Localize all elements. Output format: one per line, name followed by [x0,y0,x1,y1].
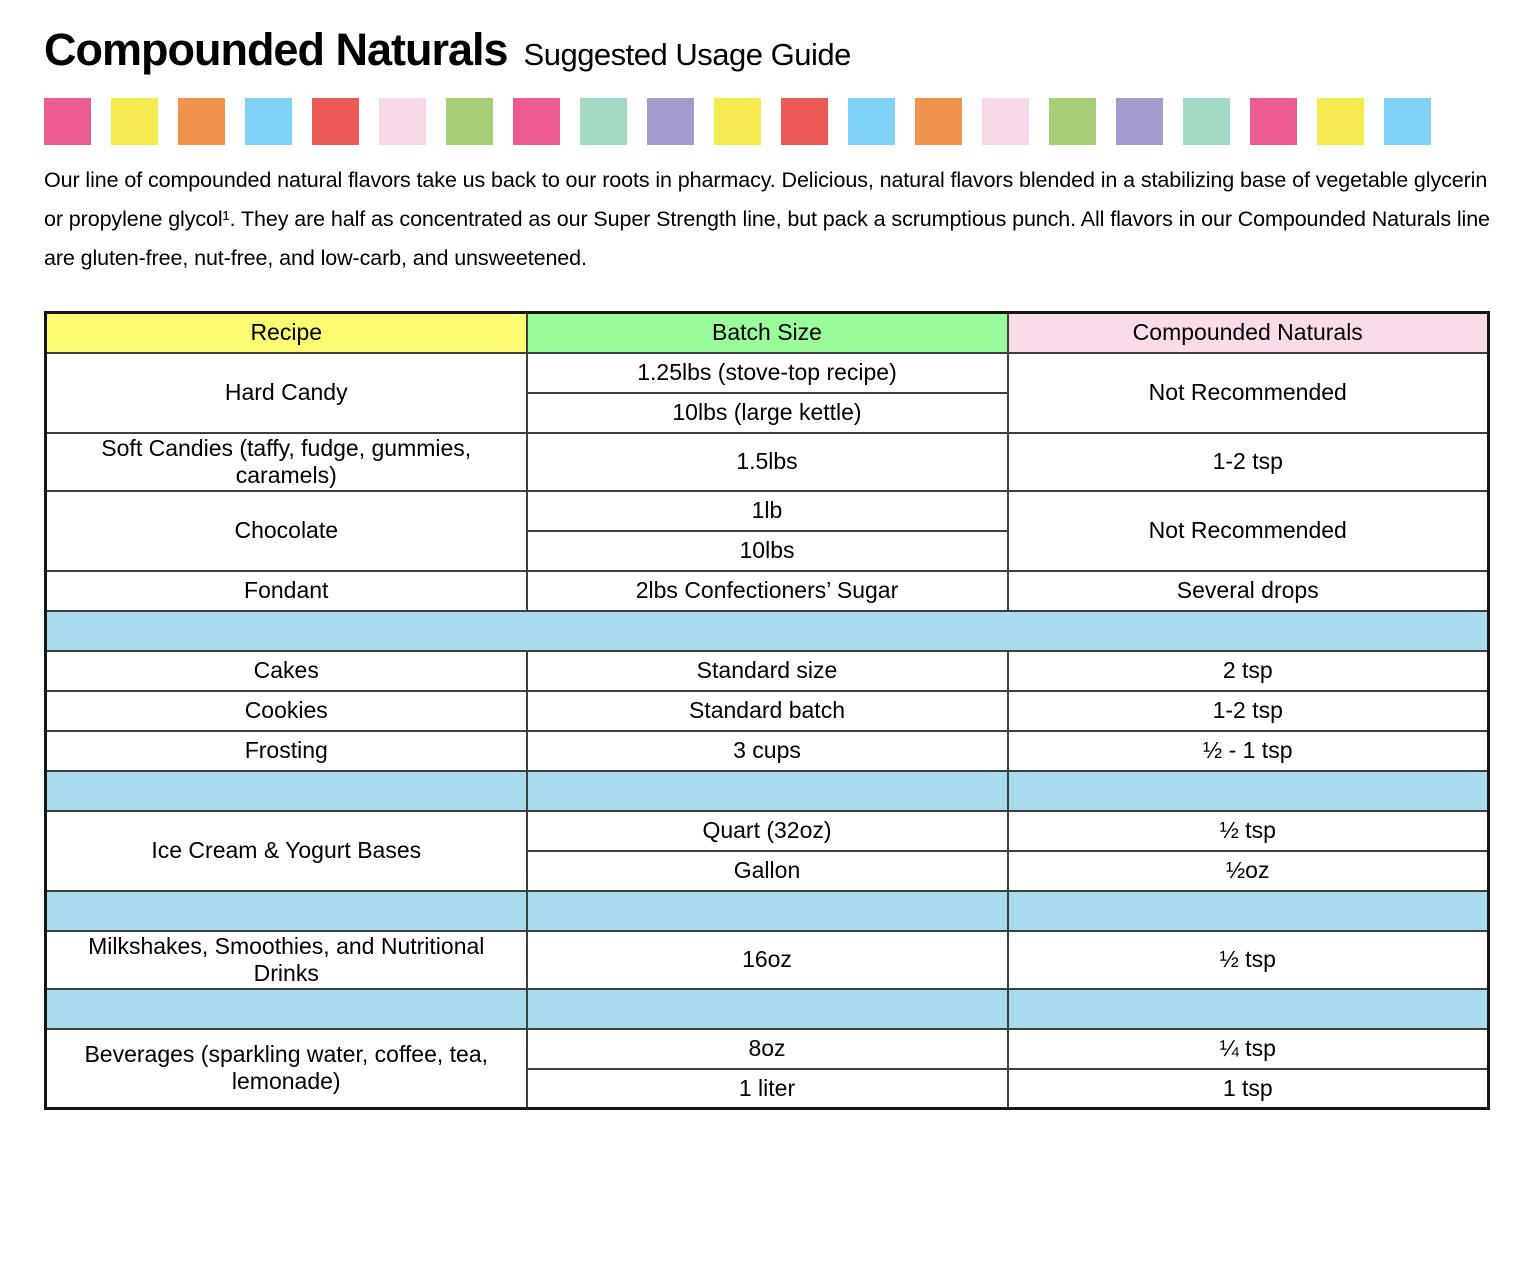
cell-chocolate-batch-1: 1lb [525,489,1009,532]
table-row: Gallon ½oz [46,849,1490,892]
separator-row [44,769,1490,812]
separator-cell [525,769,1009,812]
usage-table: Recipe Batch Size Compounded Naturals Ha… [44,311,1490,1110]
color-square [848,98,895,145]
table-header-row: Recipe Batch Size Compounded Naturals [44,311,1490,354]
table-row: Cookies Standard batch 1-2 tsp [44,689,1490,732]
color-square [915,98,962,145]
separator-cell [44,769,528,812]
cell-beverages-usage-2: 1 tsp [1006,1067,1490,1110]
table-row: Chocolate 1lb Not Recommended [44,489,1490,572]
document-page: Compounded Naturals Suggested Usage Guid… [44,24,1490,1110]
separator-cell [44,987,528,1030]
color-square [781,98,828,145]
table-row: Frosting 3 cups ½ - 1 tsp [44,729,1490,772]
cell-frosting-usage: ½ - 1 tsp [1006,729,1490,772]
table-row: Cakes Standard size 2 tsp [44,649,1490,692]
separator-cell [44,889,528,932]
cell-ice-cream-usage-1: ½ tsp [1006,809,1490,852]
cell-hard-candy-batch-2: 10lbs (large kettle) [525,391,1009,434]
table-row: Ice Cream & Yogurt Bases Quart (32oz) ½ … [44,809,1490,892]
cell-hard-candy-recipe: Hard Candy [44,351,528,434]
cell-soft-candies-usage: 1-2 tsp [1006,431,1490,492]
color-square [580,98,627,145]
separator-cell [525,987,1009,1030]
cell-milkshakes-usage: ½ tsp [1006,929,1490,990]
table-row: 10lbs (large kettle) [46,391,1489,434]
cell-chocolate-usage: Not Recommended [1006,489,1490,572]
cell-hard-candy-usage: Not Recommended [1006,351,1490,434]
cell-beverages-batch-1: 8oz [525,1027,1009,1070]
cell-cakes-usage: 2 tsp [1006,649,1490,692]
table-row: 1 liter 1 tsp [46,1067,1490,1110]
color-square [178,98,225,145]
color-square [44,98,91,145]
color-square [1183,98,1230,145]
separator-row [44,889,1490,932]
cell-milkshakes-recipe: Milkshakes, Smoothies, and Nutritional D… [44,929,528,990]
cell-frosting-recipe: Frosting [44,729,528,772]
color-square [1049,98,1096,145]
separator-cell [1006,987,1490,1030]
cell-ice-cream-batch-2: Gallon [525,849,1009,892]
table-row: Fondant 2lbs Confectioners’ Sugar Severa… [44,569,1490,612]
table-row: Milkshakes, Smoothies, and Nutritional D… [44,929,1490,990]
cell-cookies-recipe: Cookies [44,689,528,732]
cell-beverages-usage-1: ¼ tsp [1006,1027,1490,1070]
col-header-recipe: Recipe [44,311,528,354]
cell-ice-cream-batch-1: Quart (32oz) [525,809,1009,852]
intro-paragraph: Our line of compounded natural flavors t… [44,168,1490,270]
color-square [1317,98,1364,145]
color-squares [44,98,1488,145]
color-square [446,98,493,145]
table-row: 10lbs [46,529,1489,572]
cell-ice-cream-usage-2: ½oz [1006,849,1490,892]
separator-row [44,987,1490,1030]
color-square [1250,98,1297,145]
col-header-compounded-naturals: Compounded Naturals [1006,311,1490,354]
cell-fondant-usage: Several drops [1006,569,1490,612]
cell-beverages-batch-2: 1 liter [525,1067,1009,1110]
color-square [1384,98,1431,145]
cell-soft-candies-recipe: Soft Candies (taffy, fudge, gummies, car… [44,431,528,492]
page-title-main: Compounded Naturals [44,24,509,75]
cell-cookies-batch: Standard batch [525,689,1009,732]
cell-milkshakes-batch: 16oz [525,929,1009,990]
cell-chocolate-recipe: Chocolate [44,489,528,572]
page-title: Compounded Naturals Suggested Usage Guid… [44,24,1488,76]
cell-soft-candies-batch: 1.5lbs [525,431,1009,492]
cell-frosting-batch: 3 cups [525,729,1009,772]
color-square [714,98,761,145]
page-title-sub: Suggested Usage Guide [523,37,852,72]
cell-hard-candy-batch-1: 1.25lbs (stove-top recipe) [525,351,1009,394]
cell-cakes-recipe: Cakes [44,649,528,692]
color-square [513,98,560,145]
color-square [111,98,158,145]
separator-cell [44,609,1490,652]
color-square [647,98,694,145]
color-square [245,98,292,145]
table-row: Beverages (sparkling water, coffee, tea,… [44,1027,1490,1110]
separator-row [44,609,1490,652]
table-row: Soft Candies (taffy, fudge, gummies, car… [44,431,1490,492]
cell-cookies-usage: 1-2 tsp [1006,689,1490,732]
cell-cakes-batch: Standard size [525,649,1009,692]
color-square [312,98,359,145]
color-square [982,98,1029,145]
table-row: Hard Candy 1.25lbs (stove-top recipe) No… [44,351,1490,434]
cell-chocolate-batch-2: 10lbs [525,529,1009,572]
cell-fondant-recipe: Fondant [44,569,528,612]
cell-fondant-batch: 2lbs Confectioners’ Sugar [525,569,1009,612]
color-square [379,98,426,145]
col-header-batch-size: Batch Size [525,311,1009,354]
separator-cell [1006,769,1490,812]
cell-ice-cream-recipe: Ice Cream & Yogurt Bases [44,809,528,892]
color-square [1116,98,1163,145]
separator-cell [525,889,1009,932]
separator-cell [1006,889,1490,932]
cell-beverages-recipe: Beverages (sparkling water, coffee, tea,… [44,1027,528,1110]
